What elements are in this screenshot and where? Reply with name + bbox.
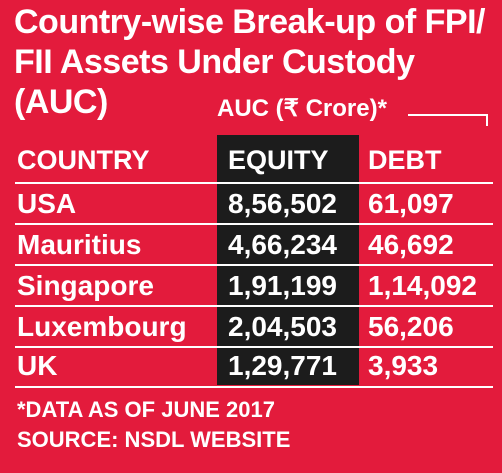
country-cell: Mauritius (17, 229, 142, 260)
row-divider (15, 346, 493, 348)
equity-cell: 4,66,234 (228, 229, 337, 260)
row-divider (15, 182, 493, 184)
debt-cell: 1,14,092 (368, 270, 477, 301)
country-cell: USA (17, 188, 77, 219)
country-cell: Luxembourg (17, 311, 187, 342)
auc-bracket-line (408, 114, 488, 116)
header-debt: DEBT (368, 145, 442, 175)
debt-cell: 61,097 (368, 188, 454, 219)
table-header-row: COUNTRY EQUITY DEBT (0, 140, 502, 180)
header-equity: EQUITY (228, 145, 329, 175)
table-row: USA 8,56,502 61,097 (0, 184, 502, 224)
footnote: *DATA AS OF JUNE 2017 (17, 397, 275, 422)
header-country: COUNTRY (17, 145, 150, 175)
debt-cell: 46,692 (368, 229, 454, 260)
infographic-title: Country-wise Break-up of FPI/ FII Assets… (14, 2, 494, 122)
auc-bracket-tick (486, 114, 488, 126)
row-divider (15, 386, 493, 388)
title-line-1: Country-wise Break-up of FPI/ (14, 3, 486, 41)
country-cell: Singapore (17, 270, 154, 301)
debt-cell: 3,933 (368, 350, 439, 381)
equity-column-background (217, 135, 359, 385)
table-row: Mauritius 4,66,234 46,692 (0, 225, 502, 265)
source-note: SOURCE: NSDL WEBSITE (17, 427, 291, 452)
debt-cell: 56,206 (368, 311, 454, 342)
table-row: Luxembourg 2,04,503 56,206 (0, 307, 502, 347)
table-row: UK 1,29,771 3,933 (0, 346, 502, 386)
equity-cell: 8,56,502 (228, 188, 337, 219)
title-line-2: FII Assets Under Custody (AUC) (14, 43, 415, 121)
equity-cell: 2,04,503 (228, 311, 337, 342)
equity-cell: 1,91,199 (228, 270, 337, 301)
row-divider (15, 223, 493, 225)
row-divider (15, 264, 493, 266)
auc-unit-label: AUC (₹ Crore)* (217, 95, 387, 122)
row-divider (15, 305, 493, 307)
equity-cell: 1,29,771 (228, 350, 337, 381)
table-row: Singapore 1,91,199 1,14,092 (0, 266, 502, 306)
country-cell: UK (17, 350, 58, 381)
